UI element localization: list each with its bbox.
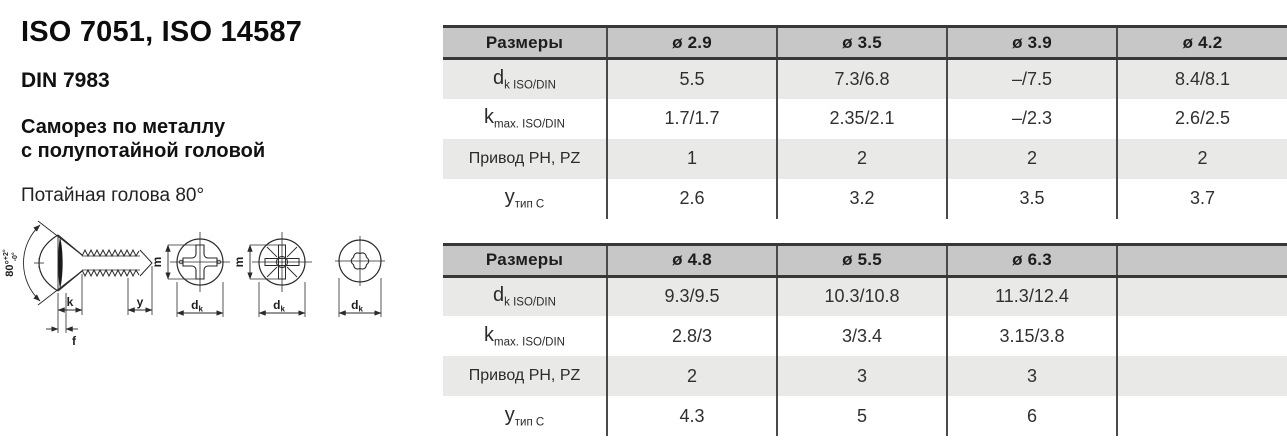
table-cell: 8.4/8.1 xyxy=(1116,58,1287,99)
table-cell: 2 xyxy=(776,138,947,179)
table-row-dk: dk ISO/DIN 5.5 7.3/6.8 –/7.5 8.4/8.1 xyxy=(443,58,1287,99)
torx-recess-view: dk xyxy=(335,236,385,317)
dim-m-label: m xyxy=(232,257,246,268)
table-cell: 5.5 xyxy=(606,58,777,99)
table-cell: 10.3/10.8 xyxy=(776,276,947,316)
table-cell: 2.8/3 xyxy=(606,316,777,356)
col-header-sizes: Размеры xyxy=(443,242,607,278)
standards-title: ISO 7051, ISO 14587 xyxy=(21,16,303,48)
col-header-diameter: ø 3.9 xyxy=(946,25,1117,60)
angle-tolerance-minus: -0° xyxy=(11,252,19,261)
col-header-diameter: ø 6.3 xyxy=(946,242,1117,278)
product-description-line1: Саморез по металлу xyxy=(21,116,226,138)
row-label-y: yтип C xyxy=(443,178,607,219)
col-header-diameter: ø 3.5 xyxy=(776,25,947,60)
table-cell: 9.3/9.5 xyxy=(606,276,777,316)
col-header-sizes: Размеры xyxy=(443,25,607,60)
spec-tables: Размеры ø 2.9 ø 3.5 ø 3.9 ø 4.2 dk ISO/D… xyxy=(443,25,1287,436)
product-description-line2: с полупотайной головой xyxy=(21,140,266,163)
table-cell: 1 xyxy=(606,138,777,179)
size-table-1: Размеры ø 2.9 ø 3.5 ø 3.9 ø 4.2 dk ISO/D… xyxy=(443,25,1287,219)
table-cell: 3 xyxy=(776,356,947,396)
dim-y-label: y xyxy=(137,295,144,309)
table-cell: 11.3/12.4 xyxy=(946,276,1117,316)
dim-f-label: f xyxy=(72,334,77,348)
table-cell: 4.3 xyxy=(606,396,777,436)
col-header-empty xyxy=(1116,242,1287,278)
phillips-recess-view: m dk xyxy=(150,232,230,317)
size-table-2: Размеры ø 4.8 ø 5.5 ø 6.3 dk ISO/DIN 9.3… xyxy=(443,242,1287,436)
table-row-dk: dk ISO/DIN 9.3/9.5 10.3/10.8 11.3/12.4 xyxy=(443,276,1287,316)
svg-text:80°+2°-0°: 80°+2° -0° xyxy=(2,249,19,277)
angle-label: 80° xyxy=(4,260,16,277)
head-section-fill xyxy=(58,237,63,289)
table-row-y: yтип C 4.3 5 6 xyxy=(443,396,1287,436)
table-row-y: yтип C 2.6 3.2 3.5 3.7 xyxy=(443,178,1287,219)
table-row-kmax: kmax. ISO/DIN 2.8/3 3/3.4 3.15/3.8 xyxy=(443,316,1287,356)
col-header-diameter: ø 2.9 xyxy=(606,25,777,60)
table-cell: –/7.5 xyxy=(946,58,1117,99)
din-subtitle: DIN 7983 xyxy=(21,69,110,92)
table-cell: 3.2 xyxy=(776,178,947,219)
table-cell: 2.6 xyxy=(606,178,777,219)
technical-drawing: 80°+2° -0° k xyxy=(2,220,385,348)
table-cell: 3/3.4 xyxy=(776,316,947,356)
left-panel: ISO 7051, ISO 14587 DIN 7983 Саморез по … xyxy=(0,0,443,446)
table-header-row: Размеры ø 2.9 ø 3.5 ø 3.9 ø 4.2 xyxy=(443,25,1287,60)
table-cell: 2 xyxy=(606,356,777,396)
table-cell: 3.5 xyxy=(946,178,1117,219)
table-cell: 2.35/2.1 xyxy=(776,98,947,139)
angle-tolerance-plus: +2° xyxy=(2,249,10,260)
row-label-kmax: kmax. ISO/DIN xyxy=(443,98,607,139)
table-cell: 6 xyxy=(946,396,1117,436)
table-cell-empty xyxy=(1116,356,1287,396)
head-type-note: Потайная голова 80° xyxy=(21,184,205,206)
dim-dk-label: dk xyxy=(351,298,363,314)
table-cell: 1.7/1.7 xyxy=(606,98,777,139)
row-label-drive: Привод PH, PZ xyxy=(443,356,607,396)
pozidriv-recess-view: m dk xyxy=(232,232,312,317)
dim-dk-label: dk xyxy=(273,298,285,314)
table-header-row: Размеры ø 4.8 ø 5.5 ø 6.3 xyxy=(443,242,1287,278)
table-cell-empty xyxy=(1116,396,1287,436)
product-description: Саморез по металлу с полупотайной голово… xyxy=(21,115,433,164)
table-cell: 3 xyxy=(946,356,1117,396)
dim-k-label: k xyxy=(67,295,74,309)
table-cell: 7.3/6.8 xyxy=(776,58,947,99)
table-cell-empty xyxy=(1116,276,1287,316)
table-cell: –/2.3 xyxy=(946,98,1117,139)
col-header-diameter: ø 4.8 xyxy=(606,242,777,278)
table-row-drive: Привод PH, PZ 1 2 2 2 xyxy=(443,138,1287,179)
table-row-kmax: kmax. ISO/DIN 1.7/1.7 2.35/2.1 –/2.3 2.6… xyxy=(443,98,1287,139)
row-label-drive: Привод PH, PZ xyxy=(443,138,607,179)
table-cell: 2.6/2.5 xyxy=(1116,98,1287,139)
table-cell: 3.7 xyxy=(1116,178,1287,219)
dim-dk-label: dk xyxy=(191,298,203,314)
table-cell: 5 xyxy=(776,396,947,436)
table-cell: 3.15/3.8 xyxy=(946,316,1117,356)
table-cell: 2 xyxy=(946,138,1117,179)
screw-side-view: 80°+2° -0° k xyxy=(2,220,153,348)
table-cell: 2 xyxy=(1116,138,1287,179)
row-label-dk: dk ISO/DIN xyxy=(443,58,607,99)
row-label-y: yтип C xyxy=(443,396,607,436)
row-label-kmax: kmax. ISO/DIN xyxy=(443,316,607,356)
table-cell-empty xyxy=(1116,316,1287,356)
table-row-drive: Привод PH, PZ 2 3 3 xyxy=(443,356,1287,396)
dim-m-label: m xyxy=(150,257,164,268)
col-header-diameter: ø 5.5 xyxy=(776,242,947,278)
col-header-diameter: ø 4.2 xyxy=(1116,25,1287,60)
row-label-dk: dk ISO/DIN xyxy=(443,276,607,316)
